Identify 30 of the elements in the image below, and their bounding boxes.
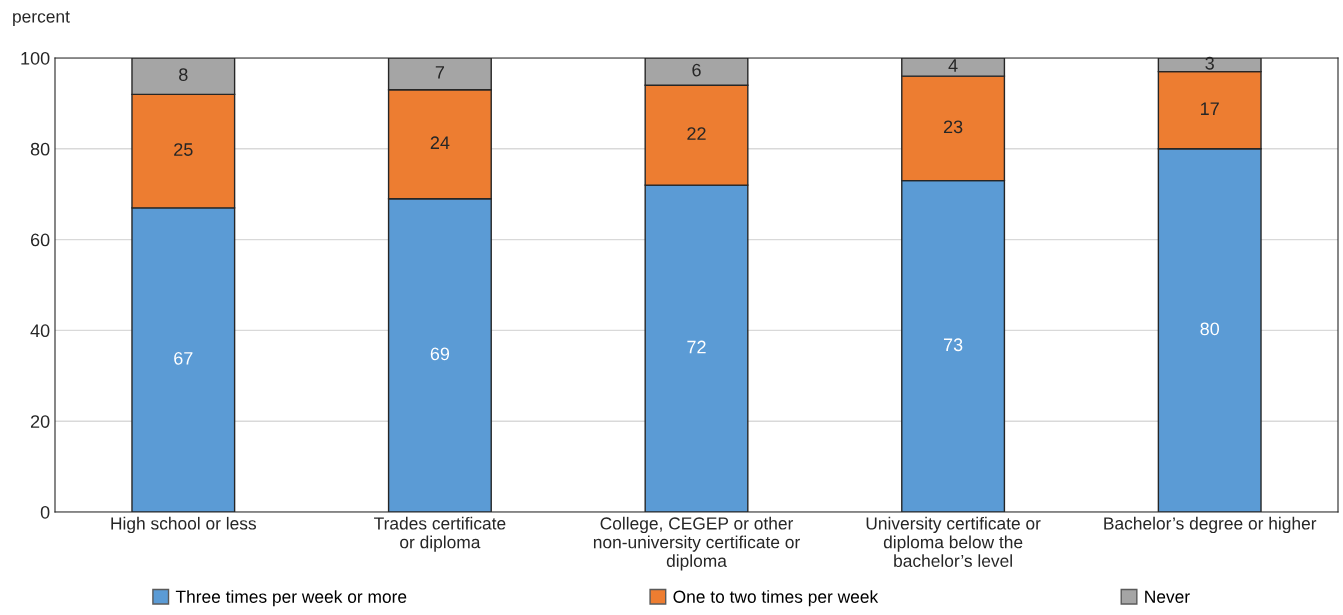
data-label: 69 <box>430 347 450 361</box>
data-label: 72 <box>687 340 706 354</box>
data-label: 6 <box>692 63 701 77</box>
data-label: 80 <box>1200 322 1220 336</box>
data-label: 17 <box>1201 102 1219 115</box>
data-label: 7 <box>435 66 445 79</box>
data-label: 23 <box>943 120 963 134</box>
x-tick-label: Trades certificate or diploma <box>374 516 506 552</box>
legend-label: Never <box>1145 590 1190 603</box>
x-tick-label: University certificate or diploma below the bachelor’s level <box>866 516 1041 568</box>
data-label: 8 <box>179 68 188 82</box>
x-tick-label: College, CEGEP or other non-university certificate or diploma <box>593 516 800 571</box>
data-label: 22 <box>687 127 706 140</box>
legend-label: Three times per week or more <box>175 590 407 607</box>
y-tick-label: 60 <box>30 233 50 247</box>
legend-label: One to two times per week <box>673 590 879 607</box>
y-tick-label: 40 <box>30 324 50 338</box>
data-label: 25 <box>174 143 193 156</box>
data-label: 4 <box>948 59 958 72</box>
y-tick-label: 100 <box>21 51 50 65</box>
data-label: 3 <box>1205 56 1214 70</box>
y-axis-title: percent <box>13 11 70 27</box>
x-tick-label: Bachelor’s degree or higher <box>1104 516 1317 534</box>
x-tick-label: High school or less <box>111 516 257 534</box>
y-tick-label: 0 <box>40 505 50 519</box>
data-label: 24 <box>430 136 450 149</box>
data-label: 67 <box>174 351 193 365</box>
y-tick-label: 80 <box>30 142 50 156</box>
y-tick-label: 20 <box>30 415 50 428</box>
data-label: 73 <box>943 338 963 352</box>
